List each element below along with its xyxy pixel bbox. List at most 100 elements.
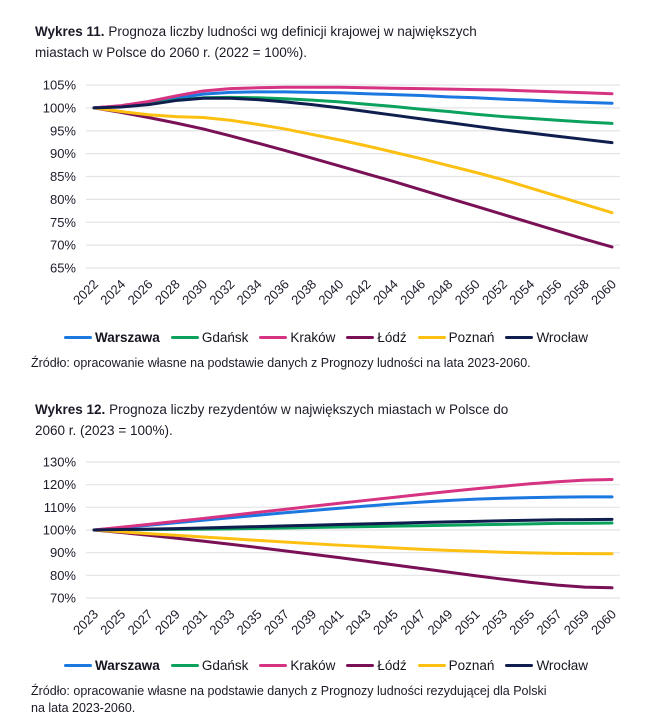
x-axis-tick-label: 2055 — [506, 607, 537, 638]
legend-item-łódź: Łódź — [346, 658, 407, 673]
x-axis-tick-label: 2025 — [97, 607, 128, 638]
y-axis-tick-label: 70% — [50, 238, 76, 253]
x-axis-tick-label: 2022 — [70, 277, 101, 308]
legend-label: Warszawa — [95, 330, 160, 345]
legend-line-swatch — [170, 336, 199, 339]
y-axis-tick-label: 80% — [50, 568, 76, 583]
legend-item-łódź: Łódź — [346, 330, 407, 345]
x-axis-tick-label: 2023 — [70, 607, 101, 638]
series-line-warszawa — [92, 90, 614, 110]
series-line-wrocław — [92, 96, 614, 145]
x-axis-tick-label: 2028 — [152, 277, 183, 308]
series-line-łódź — [92, 106, 614, 249]
y-axis-tick-label: 105% — [43, 78, 77, 93]
y-axis-tick-label: 110% — [44, 500, 77, 515]
y-axis-tick-label: 100% — [43, 523, 77, 538]
x-axis-tick-label: 2034 — [234, 277, 265, 308]
x-axis-tick-label: 2045 — [370, 607, 401, 638]
residents-forecast-chart: 130% 120% 110% 100% 90% 80% 70%202320252027202… — [43, 455, 620, 638]
x-axis-tick-label: 2032 — [206, 277, 237, 308]
x-axis-tick-label: 2037 — [261, 607, 292, 638]
series-line-poznań — [92, 528, 614, 556]
series-line-łódź — [92, 528, 614, 590]
x-axis-tick-label: 2051 — [452, 607, 483, 638]
chart1-title: Wykres 11. Prognoza liczby ludności wg d… — [35, 21, 635, 63]
y-axis-tick-label: 95% — [50, 123, 76, 138]
x-axis-tick-label: 2046 — [397, 277, 428, 308]
series-line-kraków — [92, 477, 614, 532]
legend-item-warszawa: Warszawa — [64, 658, 160, 673]
x-axis-tick-label: 2041 — [315, 607, 346, 638]
legend-item-wrocław: Wrocław — [505, 658, 588, 673]
x-axis-tick-label: 2044 — [370, 277, 401, 308]
x-axis-tick-label: 2057 — [534, 607, 565, 638]
x-axis-tick-label: 2053 — [479, 607, 510, 638]
legend-label: Łódź — [377, 658, 407, 673]
x-axis-tick-label: 2035 — [234, 607, 265, 638]
x-axis-tick-label: 2049 — [424, 607, 455, 638]
y-axis-tick-label: 120% — [43, 477, 77, 492]
x-axis-tick-label: 2060 — [588, 607, 619, 638]
x-axis-tick-label: 2052 — [479, 277, 510, 308]
y-axis-tick-label: 80% — [50, 192, 76, 207]
chart2-legend: Warszawa Gdańsk Kraków Łódź Poznań Wrocław — [0, 658, 652, 673]
series-line-poznań — [92, 106, 614, 215]
y-axis-tick-label: 100% — [43, 100, 77, 115]
legend-label: Kraków — [290, 658, 336, 673]
legend-label: Wrocław — [536, 330, 588, 345]
legend-line-swatch — [64, 664, 93, 667]
x-axis-tick-label: 2060 — [588, 277, 619, 308]
legend-item-poznań: Poznań — [417, 330, 495, 345]
y-axis-tick-label: 130% — [43, 455, 77, 470]
legend-line-swatch — [346, 664, 375, 667]
legend-line-swatch — [64, 336, 93, 339]
legend-line-swatch — [170, 664, 199, 667]
legend-label: Poznań — [448, 330, 495, 345]
x-axis-tick-label: 2027 — [125, 607, 156, 638]
legend-item-warszawa: Warszawa — [64, 330, 160, 345]
legend-item-gdańsk: Gdańsk — [170, 658, 249, 673]
chart2-title-label: Wykres 12. — [35, 402, 106, 417]
series-line-wrocław — [92, 517, 614, 532]
x-axis-tick-label: 2036 — [261, 277, 292, 308]
x-axis-tick-label: 2059 — [561, 607, 592, 638]
y-axis-tick-label: 65% — [50, 261, 76, 276]
x-axis-tick-label: 2048 — [424, 277, 455, 308]
x-axis-tick-label: 2042 — [343, 277, 374, 308]
population-forecast-chart: 105%100%95%90%85%80%75%70%65%20222024202… — [43, 78, 620, 308]
legend-label: Poznań — [448, 658, 495, 673]
x-axis-tick-label: 2058 — [561, 277, 592, 308]
legend-line-swatch — [259, 664, 288, 667]
y-axis-tick-label: 90% — [50, 146, 76, 161]
x-axis-tick-label: 2054 — [506, 277, 537, 308]
x-axis-tick-label: 2033 — [206, 607, 237, 638]
legend-line-swatch — [417, 664, 446, 667]
x-axis-tick-label: 2038 — [288, 277, 319, 308]
chart2-title-text: Prognoza liczby rezydentów w największyc… — [35, 402, 509, 438]
legend-label: Gdańsk — [201, 330, 249, 345]
x-axis-tick-label: 2026 — [125, 277, 156, 308]
chart2-source: Źródło: opracowanie własne na podstawie … — [31, 684, 547, 715]
legend-item-gdańsk: Gdańsk — [170, 330, 249, 345]
legend-item-kraków: Kraków — [259, 330, 335, 345]
legend-label: Łódź — [377, 330, 407, 345]
legend-line-swatch — [346, 336, 375, 339]
x-axis-tick-label: 2056 — [534, 277, 565, 308]
x-axis-tick-label: 2040 — [315, 277, 346, 308]
chart1-legend: Warszawa Gdańsk Kraków Łódź Poznań Wrocław — [0, 330, 652, 345]
y-axis-tick-label: 85% — [50, 169, 76, 184]
chart1-title-text: Prognoza liczby ludności wg definicji kr… — [35, 24, 477, 60]
legend-item-kraków: Kraków — [259, 658, 335, 673]
x-axis-tick-label: 2029 — [152, 607, 183, 638]
legend-line-swatch — [259, 336, 288, 339]
legend-label: Kraków — [290, 330, 336, 345]
legend-label: Wrocław — [536, 658, 588, 673]
y-axis-tick-label: 75% — [50, 215, 76, 230]
chart2-title: Wykres 12. Prognoza liczby rezydentów w … — [35, 399, 645, 441]
chart1-title-label: Wykres 11. — [35, 24, 105, 39]
legend-label: Warszawa — [95, 658, 160, 673]
legend-label: Gdańsk — [201, 658, 249, 673]
x-axis-tick-label: 2024 — [97, 277, 128, 308]
legend-item-poznań: Poznań — [417, 658, 495, 673]
